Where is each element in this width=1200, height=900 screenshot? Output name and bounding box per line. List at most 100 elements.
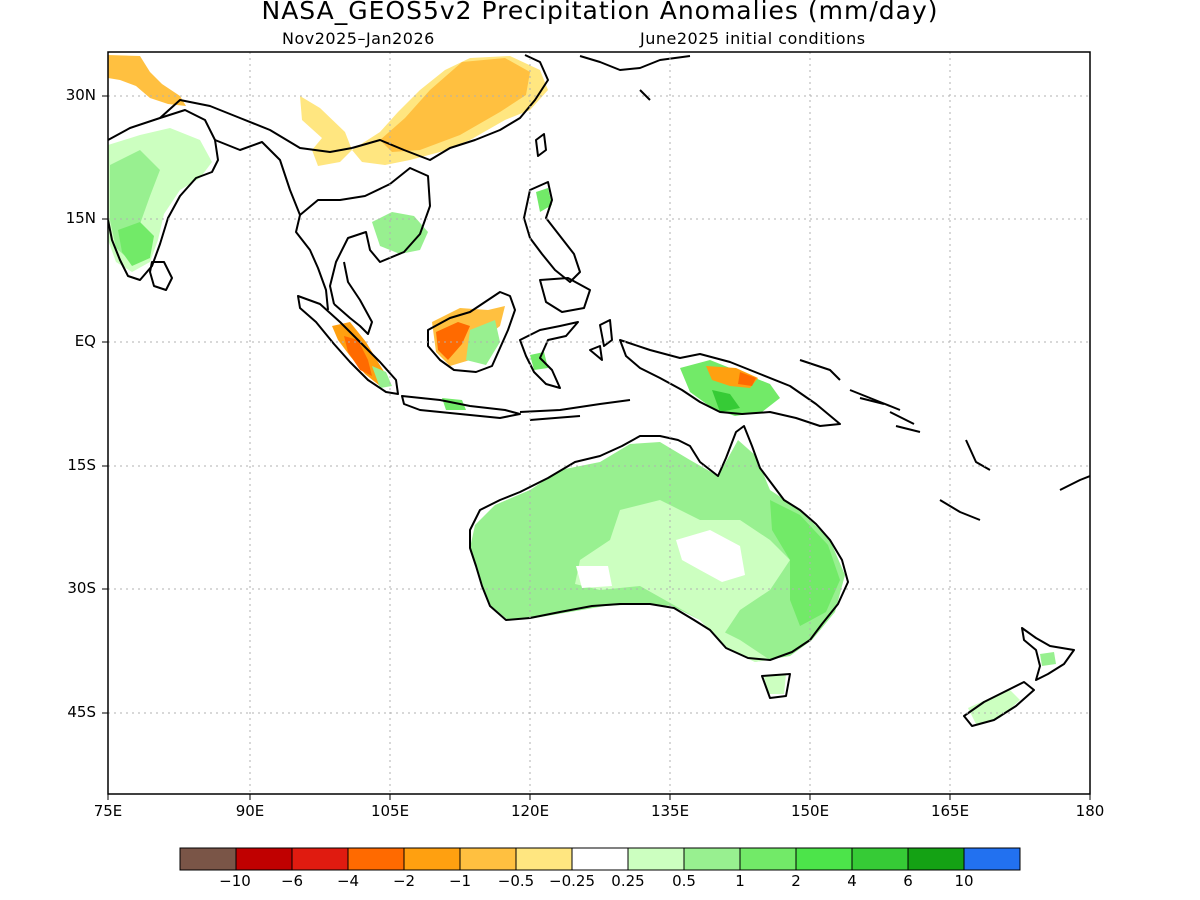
colorbar-label: −1 — [448, 872, 472, 890]
chart-title: NASA_GEOS5v2 Precipitation Anomalies (mm… — [261, 0, 939, 25]
colorbar-swatch — [347, 847, 405, 871]
coast-new-zealand-north — [1021, 627, 1075, 681]
anomaly-australia-dry2 — [576, 566, 612, 588]
anomaly-tasmania — [764, 674, 786, 694]
colorbar-swatch — [963, 847, 1021, 871]
lon-label-150e: 150E — [790, 802, 830, 820]
coast-new-zealand-south — [963, 681, 1035, 727]
colorbar — [179, 847, 1021, 871]
colorbar-swatch — [907, 847, 965, 871]
map-frame — [107, 51, 1091, 795]
coastlines — [108, 54, 1090, 727]
lat-label-45s: 45S — [67, 703, 96, 721]
colorbar-label: 10 — [954, 872, 974, 890]
anomaly-australia-dry — [676, 530, 745, 582]
anomaly-new-guinea — [680, 360, 780, 416]
anomaly-sumatra-core — [344, 336, 372, 376]
coast-philippines — [523, 181, 581, 283]
anomaly-australia-east — [770, 500, 840, 626]
colorbar-label: −6 — [280, 872, 304, 890]
coast-indochina — [299, 167, 431, 305]
lon-label-90e: 90E — [235, 802, 265, 820]
anomaly-south-china-core — [380, 58, 530, 152]
coast-java — [401, 395, 521, 419]
anomaly-borneo-core — [436, 322, 470, 360]
anomaly-new-zealand — [968, 690, 1020, 724]
lat-label-15n: 15N — [65, 209, 96, 227]
initial-conditions: June2025 initial conditions — [640, 29, 866, 48]
colorbar-label: −4 — [336, 872, 360, 890]
anomaly-borneo-east — [466, 320, 500, 365]
anomaly-philippines — [536, 188, 552, 212]
anomaly-himalaya-east — [300, 96, 352, 166]
colorbar-swatch — [683, 847, 741, 871]
anomaly-india-south — [118, 222, 154, 266]
colorbar-label: 1 — [735, 872, 745, 890]
coast-malay-peninsula — [333, 261, 373, 335]
coast-sulawesi — [519, 321, 579, 389]
coast-srilanka — [149, 261, 173, 291]
anomaly-himalaya-west — [108, 55, 186, 106]
lon-label-180: 180 — [1075, 802, 1105, 820]
coast-bay-of-bengal — [214, 139, 329, 311]
colorbar-swatch — [403, 847, 461, 871]
colorbar-swatch — [851, 847, 909, 871]
coast-australia — [469, 425, 849, 661]
colorbar-swatch — [795, 847, 853, 871]
graticule — [108, 52, 1090, 794]
colorbar-label: −2 — [392, 872, 416, 890]
colorbar-label: 6 — [903, 872, 913, 890]
colorbar-swatch — [291, 847, 349, 871]
colorbar-label: −0.5 — [497, 872, 535, 890]
lon-label-165e: 165E — [930, 802, 970, 820]
colorbar-label: 0.5 — [672, 872, 696, 890]
colorbar-label: 2 — [791, 872, 801, 890]
coast-new-guinea — [619, 339, 841, 427]
coast-china — [351, 54, 549, 161]
coast-india — [108, 109, 219, 281]
coast-moluccas — [589, 319, 613, 361]
coast-japan-korea — [579, 55, 691, 101]
lat-label-15s: 15S — [67, 456, 96, 474]
colorbar-label: −10 — [219, 872, 251, 890]
anomaly-new-guinea-wet — [712, 390, 740, 412]
lon-label-75e: 75E — [93, 802, 123, 820]
colorbar-swatch — [235, 847, 293, 871]
anomaly-indochina — [372, 212, 428, 254]
lon-label-120e: 120E — [510, 802, 550, 820]
colorbar-label: 0.25 — [611, 872, 645, 890]
anomaly-australia-central — [575, 500, 790, 640]
anomaly-shading — [108, 55, 1056, 724]
coast-taiwan — [535, 133, 547, 157]
lat-label-30n: 30N — [65, 86, 96, 104]
coast-lesser-sunda — [519, 399, 631, 421]
coast-borneo — [427, 291, 516, 373]
lat-label-eq: EQ — [74, 332, 96, 350]
forecast-period: Nov2025–Jan2026 — [282, 29, 435, 48]
coast-himalaya-border — [159, 99, 353, 153]
colorbar-swatch — [179, 847, 237, 871]
anomaly-new-guinea-neg-core — [738, 372, 756, 386]
lat-label-30s: 30S — [67, 579, 96, 597]
coast-solomons — [859, 397, 921, 433]
colorbar-swatch — [459, 847, 517, 871]
lon-label-105e: 105E — [370, 802, 410, 820]
anomaly-sulawesi — [530, 352, 548, 370]
colorbar-label: 4 — [847, 872, 857, 890]
anomaly-australia-south — [700, 620, 770, 662]
coast-tasmania — [761, 673, 791, 699]
colorbar-swatch — [627, 847, 685, 871]
coast-mindanao — [539, 277, 591, 313]
anomaly-new-zealand-north — [1040, 652, 1056, 666]
colorbar-swatch — [739, 847, 797, 871]
coast-sumatra — [297, 295, 399, 395]
colorbar-swatch — [571, 847, 629, 871]
lon-label-135e: 135E — [650, 802, 690, 820]
coast-pacific-islands — [939, 439, 1090, 521]
anomaly-sumatra-south — [372, 366, 392, 388]
map-content — [108, 52, 1090, 794]
tick-marks — [102, 95, 1091, 800]
colorbar-label: −0.25 — [549, 872, 595, 890]
colorbar-swatch — [515, 847, 573, 871]
